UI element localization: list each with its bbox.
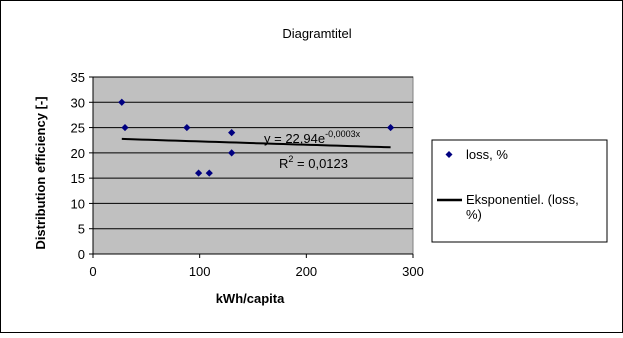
plot-area: 0 5 10 15 20 25 30 35 0 100 200 300 y = 22,94e-0,000… xyxy=(71,70,424,279)
y-tick-label: 5 xyxy=(78,222,85,237)
y-tick-label: 20 xyxy=(71,146,85,161)
legend-trendline-label-line2: %) xyxy=(466,207,482,222)
data-point-diamond xyxy=(228,129,236,137)
r-squared-superscript: 2 xyxy=(288,154,293,164)
legend-trendline-label-line1: Eksponentiel. (loss, xyxy=(466,192,579,207)
x-tick-label: 200 xyxy=(295,264,317,279)
y-tick-label: 15 xyxy=(71,171,85,186)
r-squared-symbol: R xyxy=(279,156,288,171)
trendline-equation-base: y = 22,94e xyxy=(264,131,325,146)
data-point-diamond xyxy=(228,149,236,157)
y-tick-label: 10 xyxy=(71,196,85,211)
chart-title: Diagramtitel xyxy=(282,26,351,41)
data-point-diamond xyxy=(121,123,129,132)
trendline-equation-exponent: -0,0003x xyxy=(325,129,361,139)
legend-series-label: loss, % xyxy=(466,147,508,162)
x-tick-label: 100 xyxy=(189,264,211,279)
data-point-diamond xyxy=(183,123,191,132)
data-point-diamond xyxy=(118,98,126,106)
y-tick-label: 0 xyxy=(78,247,85,262)
trendline-equation: y = 22,94e-0,0003x xyxy=(264,129,361,146)
x-axis-label: kWh/capita xyxy=(216,291,285,306)
data-point-diamond xyxy=(205,169,213,177)
y-tick-label: 30 xyxy=(71,95,85,110)
legend-box xyxy=(431,139,608,243)
x-tick-label: 0 xyxy=(89,264,96,279)
y-axis-label: Distribution efficiency [-] xyxy=(33,96,48,249)
trendline-path xyxy=(121,137,391,149)
y-tick-label: 35 xyxy=(71,70,85,85)
r-squared-value: = 0,0123 xyxy=(293,156,348,171)
data-point-diamond xyxy=(387,123,395,132)
trendline-r-squared: R2 = 0,0123 xyxy=(279,154,348,171)
legend: loss, % Eksponentiel. (loss, %) xyxy=(431,139,608,243)
legend-diamond-marker xyxy=(445,151,453,158)
y-tick-label: 25 xyxy=(71,121,85,136)
plot-background xyxy=(92,76,414,255)
data-point-diamond xyxy=(195,169,203,177)
x-tick-label: 300 xyxy=(402,264,424,279)
